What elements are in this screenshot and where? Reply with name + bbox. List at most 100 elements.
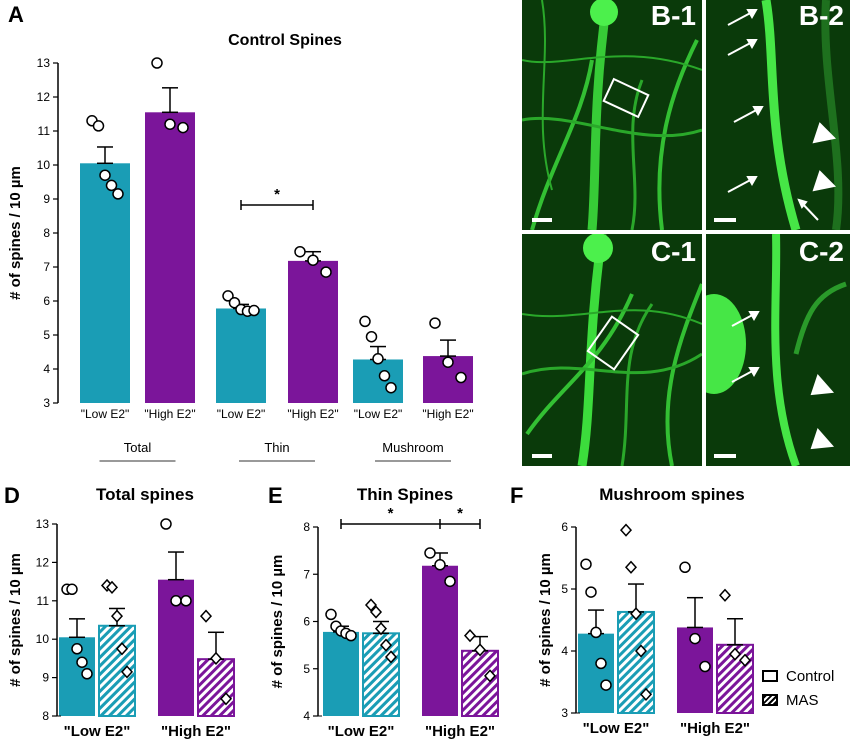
legend-item-mas: MAS (762, 688, 834, 712)
chart-e-bar (422, 565, 458, 716)
chart-f-point (728, 647, 742, 661)
chart-d-point (66, 583, 78, 596)
scale-bar (714, 218, 736, 222)
chart-e-sig-star: * (457, 505, 463, 522)
panel-letter-e: E (268, 483, 283, 508)
chart-a-point (222, 290, 234, 302)
chart-a-point (99, 169, 111, 181)
legend-label-mas: MAS (786, 691, 819, 709)
image-panel-c1: C-1 (522, 234, 702, 466)
chart-f-point (585, 586, 597, 598)
chart-a-y-tick-label: 6 (43, 294, 50, 308)
chart-a-y-tick-label: 13 (37, 56, 51, 70)
chart-e-point (325, 608, 337, 621)
chart-a-point (105, 179, 118, 192)
chart-d-point (115, 642, 129, 656)
panel-label-c1: C-1 (650, 236, 696, 267)
chart-e-bar (362, 632, 400, 717)
chart-d-x-label: "Low E2" (64, 723, 131, 740)
chart-d-point (76, 656, 88, 668)
chart-d-point (219, 692, 233, 706)
chart-f-y-tick-label: 4 (561, 644, 568, 658)
legend: Control MAS (762, 664, 834, 712)
chart-e-point (364, 598, 378, 612)
chart-f-point (590, 626, 602, 639)
chart-a-bar (288, 260, 338, 403)
chart-f-point (619, 523, 633, 537)
chart-a-point (365, 330, 378, 343)
chart-d-ylabel: # of spines / 10 µm (7, 553, 24, 687)
chart-a-bar (145, 112, 195, 404)
chart-d-point (160, 518, 172, 530)
chart-a-point (442, 356, 454, 368)
chart-a-bar (216, 308, 266, 403)
chart-a-y-tick-label: 3 (43, 396, 50, 410)
chart-d-point (170, 595, 182, 607)
chart-a-point (378, 370, 391, 382)
chart-e-point (473, 643, 487, 657)
chart-e-point (374, 621, 388, 636)
chart-a-bar (80, 163, 130, 403)
chart-a-y-tick-label: 7 (43, 260, 50, 274)
chart-a-y-tick-label: 10 (37, 158, 51, 172)
chart-d-y-tick-label: 11 (37, 594, 50, 608)
chart-a-group-label: Total (124, 440, 152, 455)
chart-d-y-tick-label: 8 (42, 709, 49, 723)
scale-bar (532, 454, 552, 458)
micrograph-b1 (522, 0, 702, 230)
chart-a-point (307, 254, 319, 266)
chart-f-point (634, 644, 648, 658)
chart-a-x-label: "Low E2" (81, 407, 130, 421)
chart-f-point (738, 653, 752, 667)
chart-f-point (689, 632, 701, 645)
panel-letter-f: F (510, 483, 523, 508)
chart-e-point (483, 669, 497, 683)
image-panel-c2: C-2 (706, 234, 850, 466)
chart-d-point (105, 580, 119, 594)
chart-a-y-tick-label: 5 (43, 328, 50, 342)
panel-label-b2: B-2 (798, 0, 844, 31)
chart-a-point (320, 266, 332, 278)
chart-a-group-label: Mushroom (382, 440, 443, 455)
chart-f-point (595, 657, 607, 670)
chart-f-point (624, 560, 638, 574)
chart-e-y-tick-label: 4 (303, 709, 310, 723)
chart-e-point (444, 575, 456, 588)
chart-a-point (385, 381, 397, 394)
chart-e-point (463, 629, 477, 643)
chart-a-x-label: "Low E2" (354, 407, 403, 421)
chart-f-point (639, 687, 653, 702)
chart-f-point (580, 558, 592, 570)
chart-a-y-tick-label: 9 (43, 192, 50, 206)
chart-a-title: Control Spines (228, 32, 342, 49)
chart-a-ylabel: # of spines / 10 µm (7, 166, 24, 300)
panel-letter-a: A (8, 2, 24, 27)
chart-d-y-tick-label: 10 (36, 632, 50, 646)
chart-a-point (248, 304, 260, 317)
chart-d-point (71, 643, 83, 655)
legend-swatch-mas (762, 694, 778, 706)
chart-f-point (629, 607, 643, 621)
chart-a-x-label: "High E2" (144, 407, 195, 421)
chart-a-bar (353, 359, 403, 403)
chart-a-y-tick-label: 4 (43, 362, 50, 376)
image-panel-b2: B-2 (706, 0, 850, 230)
chart-a-point (112, 188, 124, 200)
panel-letter-d: D (4, 483, 20, 508)
chart-f-y-tick-label: 5 (561, 582, 568, 596)
chart-a-point (359, 315, 371, 328)
chart-a-point (92, 120, 105, 132)
chart-e-ylabel: # of spines / 10 µm (269, 555, 286, 689)
chart-f-x-label: "Low E2" (583, 720, 650, 737)
chart-e-bar (461, 649, 499, 717)
chart-f-point (718, 588, 732, 602)
legend-label-control: Control (786, 667, 835, 685)
chart-a-point (228, 296, 241, 309)
micrograph-b2 (706, 0, 850, 230)
chart-d-point (209, 651, 223, 666)
chart-d-title: Total spines (96, 485, 194, 504)
chart-f-y-tick-label: 6 (561, 520, 568, 534)
micrograph-c1 (522, 234, 702, 466)
micrograph-c2 (706, 234, 850, 466)
